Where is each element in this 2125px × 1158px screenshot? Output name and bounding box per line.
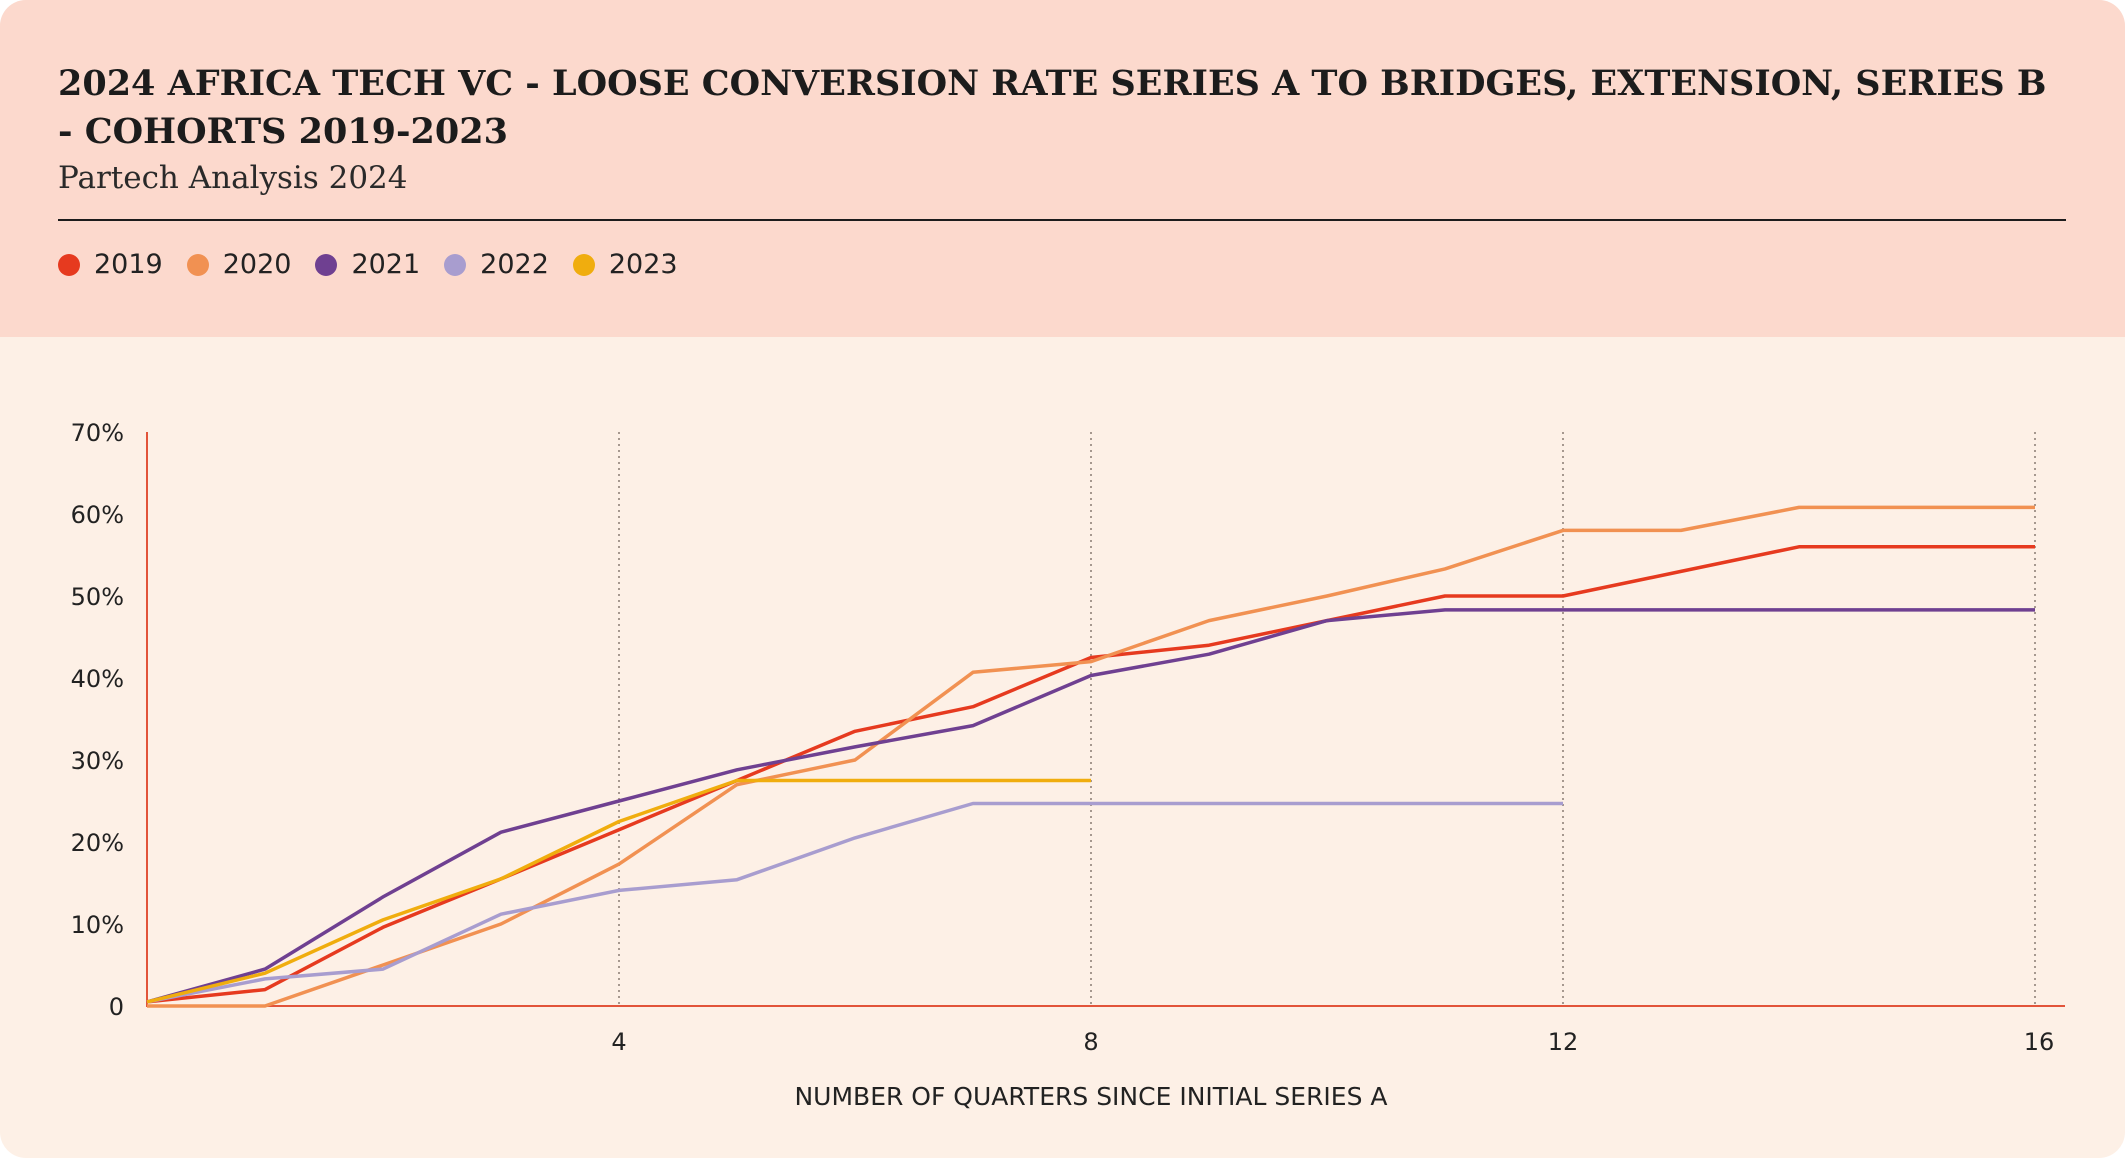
y-tick-label: 60% [71, 501, 124, 529]
x-tick-label: 8 [1083, 1028, 1098, 1056]
legend-swatch [58, 253, 80, 276]
x-tick-label: 4 [611, 1028, 626, 1056]
chart-title: 2024 AFRICA TECH VC - LOOSE CONVERSION R… [58, 63, 2047, 152]
legend-item-2019: 2019 [58, 249, 163, 280]
legend-label: 2021 [351, 249, 421, 280]
y-axis-ticks: 0 10% 20% 30% 40% 50% 60% 70% [71, 419, 124, 1021]
x-axis-ticks: 4 8 12 16 [611, 1028, 2054, 1056]
series-line-2021 [146, 608, 2035, 1004]
y-tick-label: 50% [71, 583, 124, 611]
series-line-2022 [146, 801, 1563, 1004]
legend-label: 2020 [222, 249, 292, 280]
y-tick-label: 20% [71, 829, 124, 857]
data-series [146, 505, 2035, 1008]
y-tick-label: 30% [71, 747, 124, 775]
header-divider [58, 219, 2066, 221]
chart-header: 2024 AFRICA TECH VC - LOOSE CONVERSION R… [0, 0, 2125, 337]
series-line-2020 [147, 505, 2035, 1008]
legend-label: 2022 [480, 249, 549, 280]
legend-swatch [315, 253, 338, 276]
x-tick-label: 16 [2024, 1028, 2055, 1056]
series-line-2023 [146, 778, 1091, 1004]
chart-legend: 2019 2020 2021 2022 2023 [58, 249, 702, 280]
legend-label: 2019 [94, 249, 163, 280]
y-tick-label: 10% [71, 911, 124, 939]
legend-item-2023: 2023 [572, 249, 678, 280]
legend-item-2021: 2021 [315, 249, 420, 280]
legend-swatch [186, 253, 209, 276]
x-tick-label: 12 [1548, 1028, 1579, 1056]
legend-swatch [572, 253, 595, 276]
axes [146, 432, 2065, 1007]
series-line-2019 [146, 545, 2035, 1004]
legend-label: 2023 [608, 249, 678, 280]
line-chart: 0 10% 20% 30% 40% 50% 60% 70% 4 8 12 16 NUMBER OF … [71, 419, 2065, 1111]
legend-item-2020: 2020 [186, 249, 292, 280]
legend-swatch [444, 253, 467, 276]
legend-item-2022: 2022 [444, 249, 549, 280]
y-tick-label: 40% [71, 665, 124, 693]
chart-subtitle: Partech Analysis 2024 [58, 160, 408, 196]
grid-lines [618, 432, 2036, 1006]
y-tick-label: 70% [71, 419, 124, 447]
y-tick-label: 0 [109, 993, 124, 1021]
x-axis-label: NUMBER OF QUARTERS SINCE INITIAL SERIES … [794, 1082, 1387, 1111]
